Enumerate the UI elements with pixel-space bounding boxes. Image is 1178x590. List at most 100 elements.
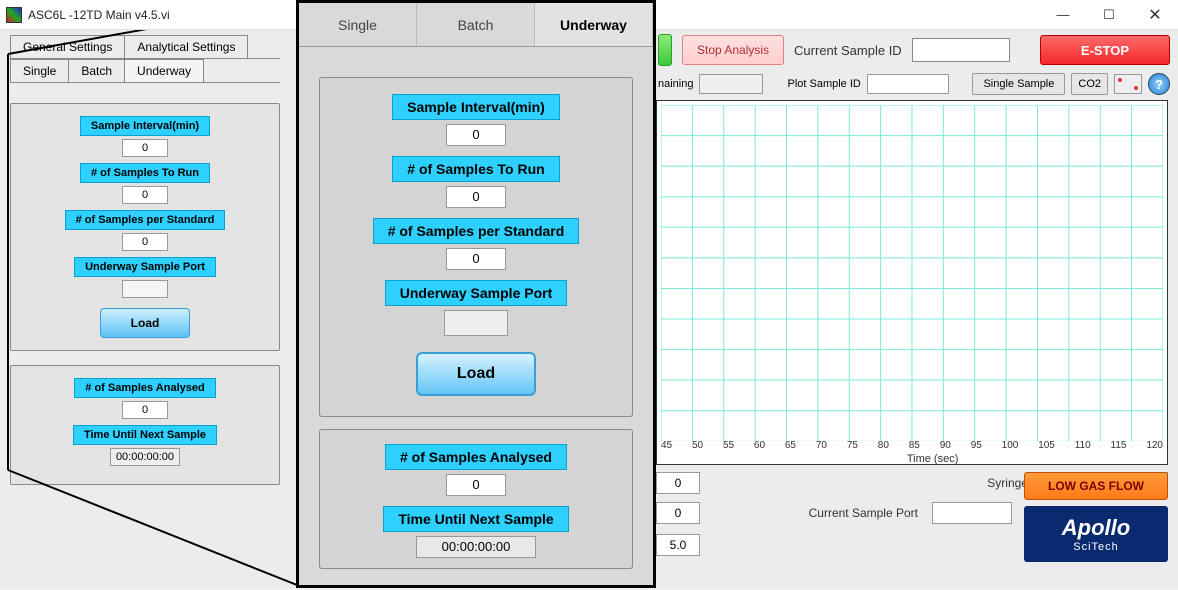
field-samples-to-run: # of Samples To Run 0 — [21, 163, 269, 204]
chart-x-label: Time (sec) — [907, 453, 959, 465]
chart-x-tick: 55 — [723, 440, 734, 451]
chart-x-axis: 45 50 55 60 65 70 75 80 85 90 95 100 105 110 115 120 Ti… — [657, 440, 1167, 464]
field-time-until-next: Time Until Next Sample 00:00:00:00 — [21, 425, 269, 466]
zoom-tab-batch[interactable]: Batch — [417, 3, 535, 46]
single-sample-button[interactable]: Single Sample — [972, 73, 1065, 95]
tab-general-settings[interactable]: General Settings — [10, 35, 125, 58]
zoom-label-underway-port: Underway Sample Port — [385, 280, 568, 306]
label-samples-analysed: # of Samples Analysed — [74, 378, 215, 398]
field-sample-interval: Sample Interval(min) 0 — [21, 116, 269, 157]
label-time-until-next: Time Until Next Sample — [73, 425, 217, 445]
value-box-1[interactable]: 0 — [656, 472, 700, 494]
secondary-row: naining Plot Sample ID Single Sample CO2… — [656, 70, 1172, 98]
under-chart-row3: 5.0 — [656, 534, 1012, 556]
zoom-label-samples-to-run: # of Samples To Run — [392, 156, 559, 182]
zoom-config-card: Sample Interval(min) 0 # of Samples To Ru… — [319, 77, 633, 417]
label-current-sample-id: Current Sample ID — [794, 43, 902, 58]
zoom-label-samples-per-standard: # of Samples per Standard — [373, 218, 580, 244]
chart-x-tick: 100 — [1002, 440, 1019, 451]
label-samples-to-run: # of Samples To Run — [80, 163, 210, 183]
logo-text-main: Apollo — [1062, 515, 1130, 541]
input-plot-sample-id[interactable] — [867, 74, 949, 94]
brand-logo: Apollo SciTech — [1024, 506, 1168, 562]
label-plot-sample-id: Plot Sample ID — [787, 78, 860, 90]
label-sample-interval: Sample Interval(min) — [80, 116, 210, 136]
value-time-until-next: 00:00:00:00 — [110, 448, 180, 466]
zoom-callout: Single Batch Underway Sample Interval(mi… — [296, 0, 656, 588]
zoom-input-underway-port[interactable] — [444, 310, 508, 336]
field-samples-per-standard: # of Samples per Standard 0 — [21, 210, 269, 251]
tab-single[interactable]: Single — [10, 59, 69, 82]
input-underway-port[interactable] — [122, 280, 168, 298]
chart-x-tick: 90 — [940, 440, 951, 451]
tab-underway[interactable]: Underway — [124, 59, 204, 82]
input-sample-interval[interactable]: 0 — [122, 139, 168, 157]
chart-x-tick: 75 — [847, 440, 858, 451]
estop-button[interactable]: E-STOP — [1040, 35, 1170, 65]
zoom-value-time-until-next: 00:00:00:00 — [416, 536, 536, 558]
chart-x-tick: 45 — [661, 440, 672, 451]
zoom-label-time-until-next: Time Until Next Sample — [383, 506, 568, 532]
load-button[interactable]: Load — [100, 308, 190, 338]
field-samples-analysed: # of Samples Analysed 0 — [21, 378, 269, 419]
chart-x-tick: 120 — [1146, 440, 1163, 451]
input-current-sample-id[interactable] — [912, 38, 1010, 62]
low-gas-flow-indicator[interactable]: LOW GAS FLOW — [1024, 472, 1168, 500]
value-remaining — [699, 74, 763, 94]
zoom-tab-underway[interactable]: Underway — [535, 3, 653, 46]
zoom-label-sample-interval: Sample Interval(min) — [392, 94, 560, 120]
zoom-input-samples-to-run[interactable]: 0 — [446, 186, 506, 208]
start-button-fragment[interactable] — [658, 34, 672, 66]
chart-x-tick: 60 — [754, 440, 765, 451]
settings-panel: General Settings Analytical Settings Sin… — [10, 35, 280, 485]
stop-analysis-button[interactable]: Stop Analysis — [682, 35, 784, 65]
top-action-row: Stop Analysis Current Sample ID E-STOP — [656, 30, 1172, 70]
chart-x-tick: 50 — [692, 440, 703, 451]
label-remaining: naining — [658, 78, 693, 90]
tab-batch[interactable]: Batch — [68, 59, 125, 82]
chart-x-tick: 95 — [971, 440, 982, 451]
chart-x-tick: 65 — [785, 440, 796, 451]
chart-x-tick: 70 — [816, 440, 827, 451]
underway-config-card: Sample Interval(min) 0 # of Samples To R… — [10, 103, 280, 351]
sub-tabs: Single Batch Underway — [10, 59, 280, 83]
value-box-3[interactable]: 5.0 — [656, 534, 700, 556]
chart-x-tick: 110 — [1075, 440, 1091, 451]
tab-analytical-settings[interactable]: Analytical Settings — [124, 35, 248, 58]
zoom-label-samples-analysed: # of Samples Analysed — [385, 444, 567, 470]
value-box-2[interactable]: 0 — [656, 502, 700, 524]
app-icon — [6, 7, 22, 23]
chart-x-tick: 105 — [1038, 440, 1055, 451]
right-panel: Stop Analysis Current Sample ID E-STOP n… — [656, 30, 1172, 588]
zoom-status-card: # of Samples Analysed 0 Time Until Next S… — [319, 429, 633, 569]
zoom-value-samples-analysed: 0 — [446, 474, 506, 496]
chart-grid — [661, 105, 1163, 441]
minimize-button[interactable]: — — [1040, 0, 1086, 30]
co2-button[interactable]: CO2 — [1071, 73, 1108, 95]
under-chart-row2: 0 Current Sample Port — [656, 502, 1012, 524]
field-underway-port: Underway Sample Port — [21, 257, 269, 298]
chart-x-tick: 80 — [878, 440, 889, 451]
zoom-tab-single[interactable]: Single — [299, 3, 417, 46]
value-samples-analysed: 0 — [122, 401, 168, 419]
label-samples-per-standard: # of Samples per Standard — [65, 210, 226, 230]
zoom-input-samples-per-standard[interactable]: 0 — [446, 248, 506, 270]
co2-indicator-icon — [1114, 74, 1142, 94]
maximize-button[interactable]: ☐ — [1086, 0, 1132, 30]
close-button[interactable]: ✕ — [1132, 0, 1178, 30]
logo-text-sub: SciTech — [1073, 541, 1119, 553]
chart-x-tick: 115 — [1111, 440, 1127, 451]
value-current-sample-port — [932, 502, 1012, 524]
chart-x-tick: 85 — [909, 440, 920, 451]
input-samples-per-standard[interactable]: 0 — [122, 233, 168, 251]
zoom-load-button[interactable]: Load — [416, 352, 536, 396]
underway-status-card: # of Samples Analysed 0 Time Until Next … — [10, 365, 280, 485]
chart-area: 45 50 55 60 65 70 75 80 85 90 95 100 105 110 115 120 Ti… — [656, 100, 1168, 465]
input-samples-to-run[interactable]: 0 — [122, 186, 168, 204]
zoom-tabs: Single Batch Underway — [299, 3, 653, 47]
label-underway-port: Underway Sample Port — [74, 257, 216, 277]
top-tabs: General Settings Analytical Settings — [10, 35, 280, 59]
zoom-input-sample-interval[interactable]: 0 — [446, 124, 506, 146]
label-current-sample-port: Current Sample Port — [809, 506, 918, 520]
help-icon[interactable]: ? — [1148, 73, 1170, 95]
